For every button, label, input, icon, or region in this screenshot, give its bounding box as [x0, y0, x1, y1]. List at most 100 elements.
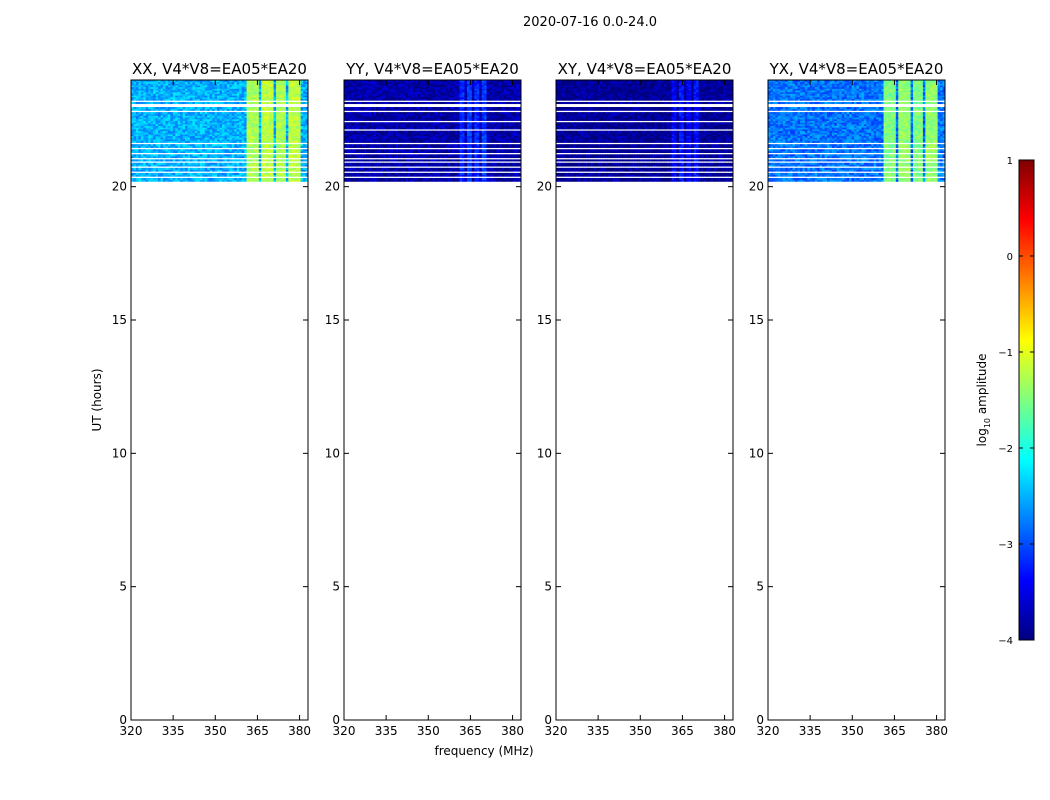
heatmap-cell [256, 95, 260, 98]
heatmap-cell [131, 159, 134, 162]
heatmap-cell [187, 115, 191, 118]
heatmap-cell [199, 145, 203, 148]
heatmap-cell [285, 144, 289, 147]
heatmap-cell [165, 179, 169, 182]
heatmap-cell [153, 113, 156, 116]
heatmap-cell [278, 118, 282, 121]
heatmap-cell [177, 167, 181, 170]
heatmap-cell [437, 179, 441, 182]
heatmap-cell [241, 85, 245, 88]
heatmap-cell [229, 154, 233, 157]
heatmap-cell [145, 154, 149, 157]
heatmap-cell [158, 179, 161, 182]
heatmap-cell [162, 164, 166, 167]
heatmap-cell [447, 177, 451, 181]
heatmap-cell [239, 122, 243, 125]
heatmap-cell [305, 167, 309, 170]
heatmap-cell [383, 179, 387, 182]
heatmap-cell [131, 81, 134, 84]
heatmap-cell [303, 149, 306, 152]
heatmap-cell [261, 159, 265, 162]
heatmap-cell [266, 125, 270, 128]
heatmap-cell [214, 115, 218, 118]
heatmap-cell [190, 177, 193, 181]
heatmap-cell [496, 164, 500, 167]
heatmap-cell [167, 167, 171, 170]
heatmap-cell [187, 145, 191, 148]
heatmap-cell [150, 85, 154, 88]
heatmap-cell [182, 139, 186, 142]
heatmap-cell [298, 88, 302, 91]
heatmap-cell [172, 144, 176, 147]
heatmap-cell [388, 164, 392, 167]
heatmap-cell [298, 144, 302, 147]
heatmap-cell [249, 108, 252, 111]
heatmap-cell [226, 125, 230, 128]
heatmap-cell [153, 98, 156, 101]
heatmap-cell [290, 145, 294, 148]
heatmap-cell [268, 93, 272, 96]
heatmap-cell [430, 144, 433, 147]
heatmap-cell [160, 156, 164, 159]
heatmap-cell [513, 144, 517, 147]
heatmap-cell [131, 83, 134, 86]
heatmap-cell [239, 120, 243, 123]
heatmap-cell [217, 80, 220, 83]
heatmap-cell [410, 149, 414, 152]
heatmap-cell [229, 127, 233, 130]
heatmap-cell [300, 167, 304, 170]
heatmap-cell [403, 172, 406, 175]
heatmap-cell [219, 95, 223, 98]
heatmap-cell [160, 125, 164, 128]
heatmap-cell [444, 162, 448, 165]
heatmap-cell [185, 91, 188, 94]
heatmap-cell [214, 122, 218, 125]
heatmap-cell [190, 86, 193, 89]
heatmap-cell [295, 118, 299, 121]
heatmap-cell [454, 154, 458, 157]
heatmap-cell [449, 179, 453, 182]
heatmap-cell [221, 85, 225, 88]
heatmap-cell [268, 128, 272, 132]
heatmap-cell [131, 137, 134, 140]
heatmap-cell [182, 135, 186, 138]
heatmap-cell [513, 169, 517, 172]
heatmap-cell [194, 123, 198, 126]
heatmap-cell [246, 154, 250, 157]
heatmap-cell [390, 154, 394, 157]
heatmap-cell [425, 144, 428, 147]
heatmap-cell [182, 145, 186, 148]
heatmap-cell [268, 88, 272, 91]
heatmap-cell [226, 174, 230, 177]
heatmap-cell [351, 144, 355, 147]
heatmap-cell [278, 135, 282, 138]
heatmap-cell [234, 150, 238, 154]
heatmap-cell [476, 164, 480, 167]
heatmap-cell [417, 167, 421, 170]
heatmap-cell [293, 101, 297, 105]
heatmap-cell [390, 179, 394, 182]
heatmap-cell [197, 177, 201, 181]
heatmap-cell [415, 154, 419, 157]
heatmap-cell [256, 135, 260, 138]
heatmap-cell [207, 91, 211, 94]
heatmap-cell [410, 172, 414, 175]
heatmap-cell [246, 86, 250, 89]
heatmap-cell [271, 125, 274, 128]
heatmap-cell [143, 156, 147, 159]
heatmap-cell [219, 108, 223, 111]
heatmap-cell [131, 108, 134, 111]
heatmap-cell [165, 91, 169, 94]
heatmap-cell [283, 115, 287, 118]
heatmap-cell [202, 90, 206, 93]
heatmap-cell [371, 169, 374, 172]
heatmap-cell [422, 179, 426, 182]
heatmap-cell [209, 134, 213, 137]
heatmap-cell [212, 130, 215, 133]
heatmap-cell [236, 118, 240, 121]
heatmap-cell [180, 115, 184, 118]
heatmap-cell [298, 122, 302, 125]
heatmap-cell [425, 172, 428, 175]
heatmap-cell [187, 130, 191, 133]
heatmap-cell [295, 96, 299, 99]
